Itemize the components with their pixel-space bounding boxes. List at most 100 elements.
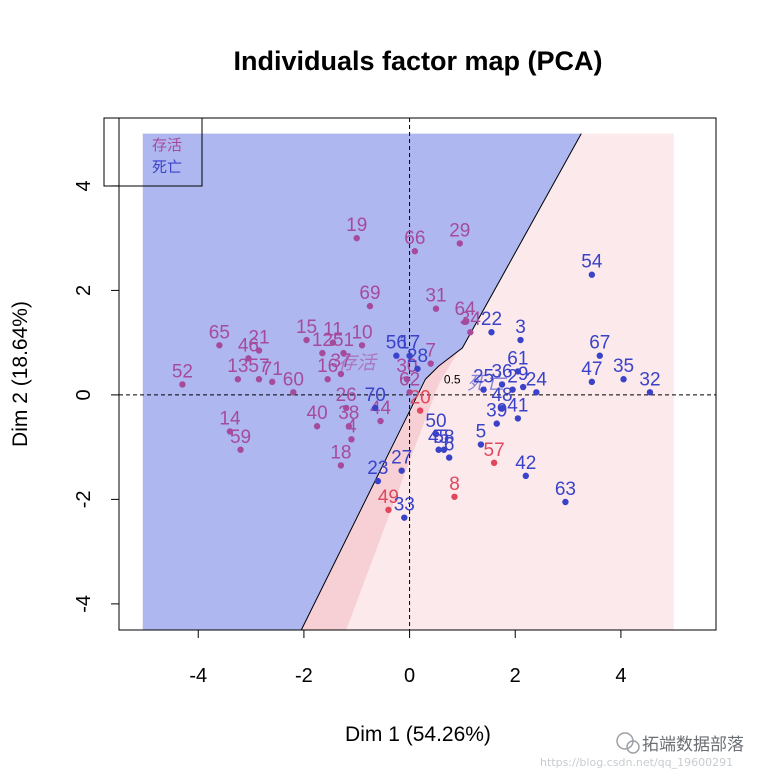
wechat-icon [616,732,640,754]
point-marker [514,415,522,422]
point-marker [255,347,263,354]
point-marker [620,376,627,383]
point-label: 27 [391,448,412,469]
point-marker [319,349,326,357]
x-tick-label: 4 [615,665,626,687]
point-label: 65 [209,322,230,343]
point-marker [522,472,530,480]
point-label: 25 [473,367,494,388]
point-marker [440,446,448,453]
point-marker [467,329,474,336]
y-tick-label: 0 [73,389,95,400]
point-label: 40 [307,403,328,424]
point-marker [427,360,434,367]
point-label: 38 [338,403,359,424]
decision-boundary [300,133,582,631]
point-marker [596,352,603,359]
point-label: 30 [396,356,417,377]
point-marker [432,430,440,438]
point-marker [498,404,506,412]
point-marker [303,336,310,344]
point-marker [290,389,297,396]
point-marker [345,423,353,430]
point-marker [435,446,442,453]
point-marker [488,329,495,336]
point-marker [461,318,469,325]
point-marker [588,378,596,386]
point-marker [337,370,345,378]
legend-box [103,117,203,187]
chart-title: Individuals factor map (PCA) [233,46,602,76]
point-marker [646,389,654,396]
point-marker [480,386,487,393]
point-label: 34 [460,309,482,330]
y-tick-label: -4 [73,595,95,613]
contour-label: 0.5 [444,372,461,386]
point-label: 45 [428,427,449,448]
point-marker [372,404,379,412]
point-label: 9 [518,364,529,385]
point-marker [406,389,413,396]
point-label: 12 [312,330,333,351]
point-label: 24 [526,369,548,390]
point-label: 52 [172,361,193,382]
point-label: 32 [639,369,660,390]
point-label: 21 [248,327,269,348]
point-marker [385,506,392,514]
point-marker [374,477,382,485]
point-label: 41 [507,395,528,416]
point-label: 16 [317,356,338,377]
point-label: 44 [370,398,392,419]
x-tick-label: -2 [295,665,313,687]
point-label: 31 [425,286,446,307]
point-label: 29 [449,220,470,241]
region-alive [142,133,582,630]
point-label: 61 [507,348,528,369]
point-label: 14 [219,408,241,429]
point-marker [432,305,440,312]
point-marker [358,342,366,349]
point-label: 3 [515,317,526,338]
point-label: 39 [486,401,507,422]
point-label: 58 [433,427,454,448]
point-label: 56 [386,333,407,354]
point-marker [416,407,424,414]
legend-entry-dead: 死亡 [152,158,182,176]
point-marker [269,378,276,386]
point-marker [179,381,186,388]
point-label: 51 [333,330,354,351]
point-marker [337,462,345,469]
x-tick-label: -4 [189,665,207,687]
point-label: 10 [351,322,372,343]
point-label: 22 [481,309,502,330]
point-label: 64 [454,299,476,320]
y-tick-label: -2 [73,490,95,508]
x-tick-label: 2 [510,665,521,687]
point-label: 50 [425,411,446,432]
point-marker [216,342,223,349]
point-label: 37 [330,351,351,372]
point-marker [519,383,527,391]
point-marker [414,365,421,372]
point-marker [348,436,355,443]
point-label: 20 [410,388,431,409]
point-marker [342,404,350,412]
point-marker [226,428,234,435]
point-label: 5 [476,422,487,443]
point-label: 33 [394,495,415,516]
point-marker [398,467,405,474]
point-label: 66 [404,228,425,249]
point-label: 26 [336,385,357,406]
point-label: 35 [613,356,634,377]
point-marker [493,420,500,427]
point-marker [353,234,360,242]
point-label: 60 [283,369,304,390]
point-marker [234,376,242,383]
point-marker [406,352,413,359]
point-label: 4 [346,416,357,437]
point-marker [533,389,540,396]
point-marker [451,493,458,500]
